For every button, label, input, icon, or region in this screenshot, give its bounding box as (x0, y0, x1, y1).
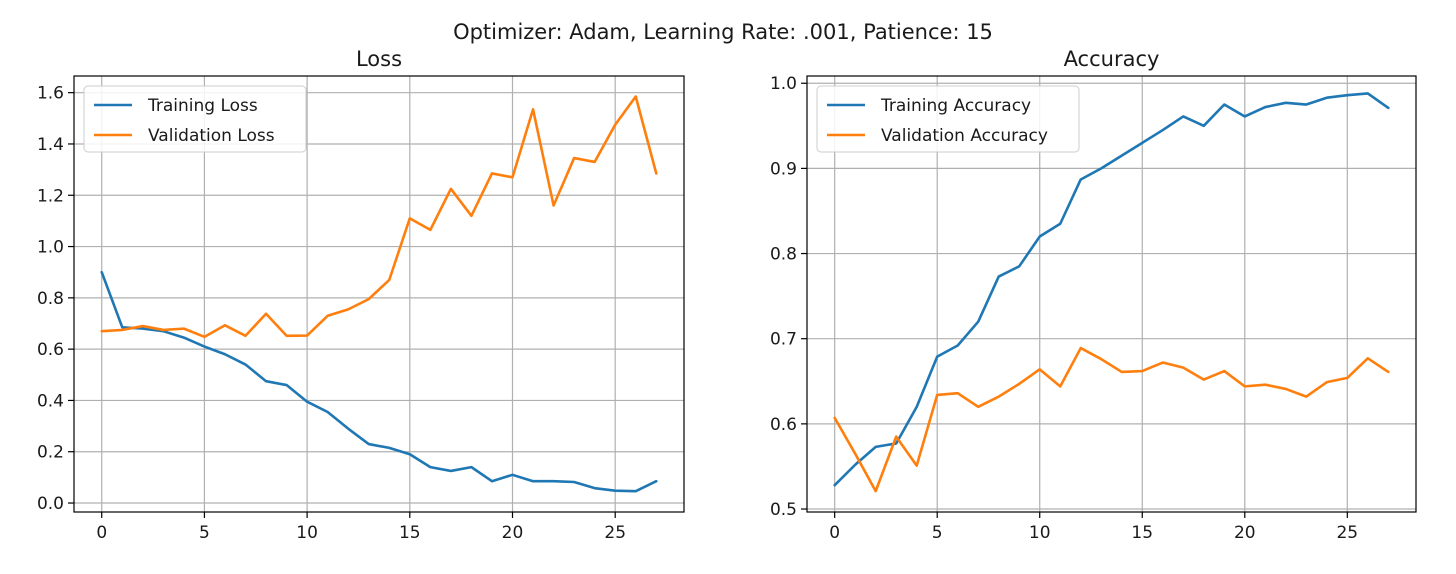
accuracy-x-tick-label: 10 (1029, 523, 1051, 543)
accuracy-legend-label-validation: Validation Accuracy (881, 126, 1048, 146)
loss-y-tick-label: 0.0 (37, 494, 64, 514)
accuracy-axes-frame (806, 75, 1417, 513)
figure-suptitle: Optimizer: Adam, Learning Rate: .001, Pa… (453, 20, 993, 44)
accuracy-legend (816, 85, 1080, 153)
loss-title: Loss (356, 47, 402, 71)
loss-y-tick-label: 0.2 (37, 443, 64, 463)
loss-x-tick-label: 25 (604, 523, 626, 543)
accuracy-y-tick-label: 1.0 (770, 74, 797, 94)
accuracy-y-tick-label: 0.5 (770, 500, 797, 520)
accuracy-series-validation-line (833, 346, 1390, 493)
loss-series-training-line (100, 270, 658, 493)
accuracy-y-tick-label: 0.9 (770, 159, 797, 179)
loss-y-tick-label: 0.6 (37, 340, 64, 360)
accuracy-x-tick-label: 5 (932, 523, 943, 543)
accuracy-x-tick-label: 20 (1234, 523, 1256, 543)
loss-y-tick-label: 0.8 (37, 289, 64, 309)
loss-y-tick-label: 0.4 (37, 391, 64, 411)
accuracy-y-tick-label: 0.7 (770, 330, 797, 350)
accuracy-axes: Accuracy 0 5 10 15 20 25 0.5 0.6 0.7 0.8 0.9 1.0 Trai… (770, 47, 1417, 543)
loss-axes: Loss 0 5 10 15 20 25 0.0 0.2 0.4 0.6 0.8 1.0 1.2 1.4 1.… (37, 47, 685, 543)
loss-legend (83, 85, 307, 153)
loss-x-tick-label: 10 (296, 523, 318, 543)
loss-x-tick-label: 20 (502, 523, 524, 543)
accuracy-x-tick-label: 0 (829, 523, 840, 543)
loss-series-validation-line (100, 95, 658, 339)
loss-y-tick-label: 1.4 (37, 135, 64, 155)
loss-y-tick-label: 1.6 (37, 84, 64, 104)
loss-y-tick-label: 1.2 (37, 186, 64, 206)
loss-axes-frame (73, 75, 685, 513)
loss-legend-label-training: Training Loss (147, 96, 258, 116)
loss-x-tick-label: 0 (96, 523, 107, 543)
accuracy-y-tick-label: 0.6 (770, 415, 797, 435)
loss-y-tick-label: 1.0 (37, 238, 64, 258)
loss-x-tick-label: 5 (199, 523, 210, 543)
accuracy-y-tick-label: 0.8 (770, 245, 797, 265)
accuracy-title: Accuracy (1064, 47, 1160, 71)
accuracy-x-tick-label: 25 (1336, 523, 1358, 543)
accuracy-x-tick-label: 15 (1131, 523, 1153, 543)
accuracy-series-training-line (833, 92, 1390, 487)
accuracy-legend-label-training: Training Accuracy (880, 96, 1031, 116)
loss-x-tick-label: 15 (399, 523, 421, 543)
loss-legend-label-validation: Validation Loss (148, 126, 275, 146)
